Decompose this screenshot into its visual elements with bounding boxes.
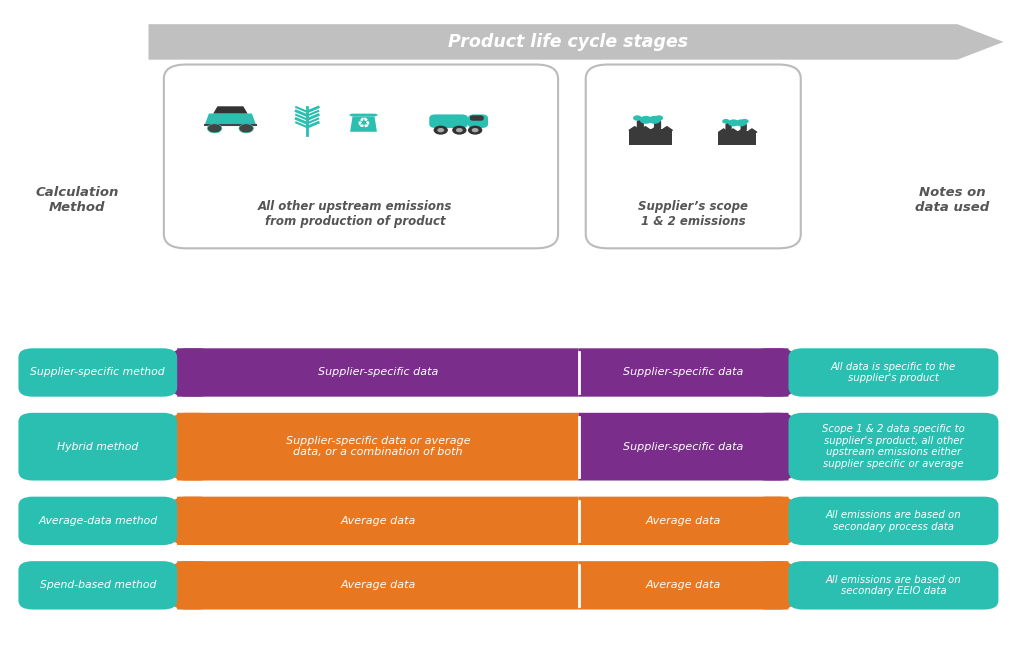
Circle shape — [722, 119, 730, 124]
Text: Average data: Average data — [646, 580, 721, 590]
FancyBboxPatch shape — [753, 413, 794, 481]
Text: Calculation
Method: Calculation Method — [35, 186, 119, 214]
Circle shape — [433, 126, 447, 135]
FancyBboxPatch shape — [177, 413, 579, 481]
Text: Supplier’s scope
1 & 2 emissions: Supplier’s scope 1 & 2 emissions — [638, 200, 749, 228]
FancyBboxPatch shape — [788, 413, 998, 481]
Text: All emissions are based on
secondary EEIO data: All emissions are based on secondary EEI… — [825, 575, 962, 596]
FancyBboxPatch shape — [172, 497, 213, 545]
Text: Supplier-specific data or average
data, or a combination of both: Supplier-specific data or average data, … — [286, 436, 470, 457]
Text: All data is specific to the
supplier's product: All data is specific to the supplier's p… — [830, 362, 956, 383]
Text: All emissions are based on
secondary process data: All emissions are based on secondary pro… — [825, 510, 962, 531]
FancyBboxPatch shape — [788, 348, 998, 397]
FancyBboxPatch shape — [788, 497, 998, 545]
Polygon shape — [205, 114, 256, 125]
Circle shape — [239, 124, 253, 133]
FancyBboxPatch shape — [177, 497, 579, 545]
Polygon shape — [213, 106, 248, 114]
FancyBboxPatch shape — [18, 348, 177, 397]
Text: Average data: Average data — [340, 580, 416, 590]
FancyBboxPatch shape — [429, 114, 468, 128]
FancyBboxPatch shape — [172, 413, 213, 481]
Polygon shape — [148, 24, 1004, 59]
FancyBboxPatch shape — [579, 348, 788, 397]
FancyBboxPatch shape — [177, 348, 579, 397]
FancyBboxPatch shape — [637, 120, 644, 130]
Circle shape — [741, 119, 749, 124]
Text: Supplier-specific data: Supplier-specific data — [624, 442, 743, 452]
Circle shape — [735, 119, 746, 126]
Text: Average data: Average data — [646, 516, 721, 526]
Polygon shape — [629, 130, 672, 145]
Circle shape — [648, 116, 660, 124]
Circle shape — [728, 119, 739, 126]
FancyBboxPatch shape — [579, 497, 788, 545]
FancyBboxPatch shape — [740, 123, 746, 132]
FancyBboxPatch shape — [164, 64, 558, 248]
Polygon shape — [719, 132, 756, 145]
Circle shape — [468, 126, 482, 135]
Text: Notes on
data used: Notes on data used — [915, 186, 989, 214]
Text: Hybrid method: Hybrid method — [57, 442, 138, 452]
Polygon shape — [350, 116, 377, 132]
FancyBboxPatch shape — [18, 413, 177, 481]
Text: Product life cycle stages: Product life cycle stages — [449, 33, 688, 51]
FancyBboxPatch shape — [788, 561, 998, 610]
FancyBboxPatch shape — [586, 64, 801, 248]
FancyBboxPatch shape — [18, 497, 177, 545]
FancyBboxPatch shape — [468, 114, 488, 128]
Text: ♻: ♻ — [356, 116, 371, 132]
Text: Supplier-specific method: Supplier-specific method — [31, 368, 165, 377]
Text: Spend-based method: Spend-based method — [40, 580, 156, 590]
Circle shape — [633, 115, 642, 121]
FancyBboxPatch shape — [579, 561, 788, 610]
FancyBboxPatch shape — [470, 115, 483, 121]
Text: Scope 1 & 2 data specific to
supplier's product, all other
upstream emissions ei: Scope 1 & 2 data specific to supplier's … — [822, 424, 965, 469]
Circle shape — [472, 128, 478, 132]
Circle shape — [208, 124, 222, 133]
FancyBboxPatch shape — [753, 561, 794, 610]
FancyBboxPatch shape — [753, 497, 794, 545]
FancyBboxPatch shape — [753, 348, 794, 397]
FancyBboxPatch shape — [177, 561, 579, 610]
Circle shape — [456, 128, 463, 132]
Circle shape — [654, 115, 664, 121]
Text: All other upstream emissions
from production of product: All other upstream emissions from produc… — [258, 200, 453, 228]
Text: Average data: Average data — [340, 516, 416, 526]
Text: Supplier-specific data: Supplier-specific data — [317, 368, 438, 377]
FancyBboxPatch shape — [172, 561, 213, 610]
FancyBboxPatch shape — [654, 120, 662, 130]
Text: Supplier-specific data: Supplier-specific data — [624, 368, 743, 377]
FancyBboxPatch shape — [579, 413, 788, 481]
Circle shape — [453, 126, 467, 135]
FancyBboxPatch shape — [349, 114, 378, 116]
FancyBboxPatch shape — [172, 348, 213, 397]
Text: Average-data method: Average-data method — [38, 516, 158, 526]
FancyBboxPatch shape — [725, 123, 732, 132]
FancyBboxPatch shape — [18, 561, 177, 610]
Circle shape — [640, 116, 652, 124]
Circle shape — [437, 128, 444, 132]
